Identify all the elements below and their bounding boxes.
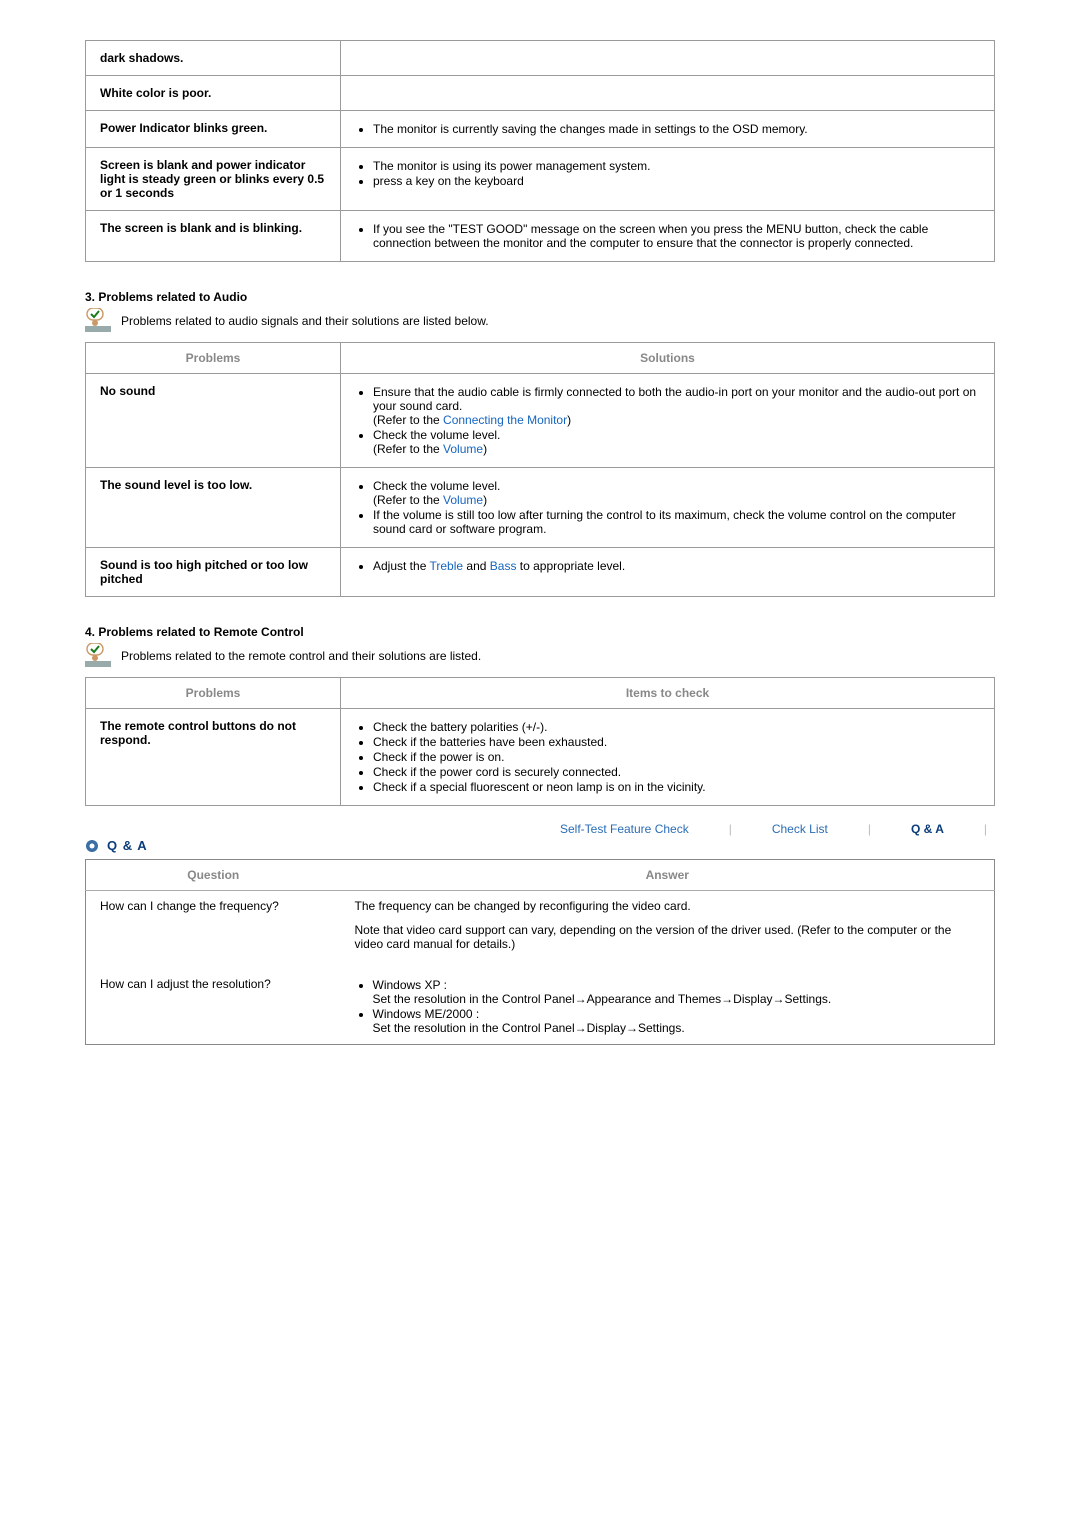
- remote-section-title: 4. Problems related to Remote Control: [85, 625, 995, 639]
- solution-cell: If you see the "TEST GOOD" message on th…: [341, 211, 995, 262]
- solution-cell: [341, 41, 995, 76]
- check-item: Check if the power cord is securely conn…: [373, 765, 980, 779]
- solution-item: Ensure that the audio cable is firmly co…: [373, 385, 980, 427]
- nav-separator: |: [729, 822, 732, 836]
- audio-section-subtext: Problems related to audio signals and th…: [121, 314, 489, 328]
- solution-item: Check the volume level. (Refer to the Vo…: [373, 479, 980, 507]
- table-header-problems: Problems: [86, 343, 341, 374]
- check-item: Check the battery polarities (+/-).: [373, 720, 980, 734]
- qa-bullet-icon: [85, 839, 99, 853]
- problem-cell: No sound: [86, 374, 341, 468]
- problem-cell: Power Indicator blinks green.: [86, 111, 341, 148]
- nav-check-list[interactable]: Check List: [772, 822, 828, 836]
- qa-header-question: Question: [86, 860, 341, 891]
- qa-answer-text: The frequency can be changed by reconfig…: [355, 899, 981, 913]
- solution-item: The monitor is using its power managemen…: [373, 159, 980, 173]
- qa-title: Q & A: [107, 838, 148, 853]
- checklist-icon: [85, 643, 111, 669]
- check-item: Check if a special fluorescent or neon l…: [373, 780, 980, 794]
- nav-separator: |: [984, 822, 987, 836]
- qa-header-answer: Answer: [341, 860, 995, 891]
- solution-item: If the volume is still too low after tur…: [373, 508, 980, 536]
- screen-problems-table: dark shadows. White color is poor. Power…: [85, 40, 995, 262]
- solution-cell: [341, 76, 995, 111]
- problem-cell: The screen is blank and is blinking.: [86, 211, 341, 262]
- treble-link[interactable]: Treble: [429, 559, 463, 573]
- qa-question: How can I adjust the resolution?: [86, 969, 341, 1045]
- connecting-monitor-link[interactable]: Connecting the Monitor: [443, 413, 567, 427]
- table-header-solutions: Solutions: [341, 343, 995, 374]
- audio-section-title: 3. Problems related to Audio: [85, 290, 995, 304]
- solution-cell: The monitor is currently saving the chan…: [341, 111, 995, 148]
- qa-answer-item: Windows XP : Set the resolution in the C…: [373, 978, 981, 1006]
- qa-table: Question Answer How can I change the fre…: [85, 859, 995, 1045]
- solution-cell: Ensure that the audio cable is firmly co…: [341, 374, 995, 468]
- problem-cell: Screen is blank and power indicator ligh…: [86, 148, 341, 211]
- qa-question: How can I change the frequency?: [86, 891, 341, 970]
- solution-item: The monitor is currently saving the chan…: [373, 122, 980, 136]
- remote-problems-table: Problems Items to check The remote contr…: [85, 677, 995, 806]
- qa-answer-text: Note that video card support can vary, d…: [355, 923, 981, 951]
- nav-self-test[interactable]: Self-Test Feature Check: [560, 822, 689, 836]
- check-item: Check if the power is on.: [373, 750, 980, 764]
- solution-item: If you see the "TEST GOOD" message on th…: [373, 222, 980, 250]
- qa-answer: The frequency can be changed by reconfig…: [341, 891, 995, 970]
- volume-link[interactable]: Volume: [443, 442, 483, 456]
- qa-answer: Windows XP : Set the resolution in the C…: [341, 969, 995, 1045]
- qa-answer-item: Windows ME/2000 : Set the resolution in …: [373, 1007, 981, 1035]
- table-header-problems: Problems: [86, 678, 341, 709]
- nav-separator: |: [868, 822, 871, 836]
- audio-problems-table: Problems Solutions No sound Ensure that …: [85, 342, 995, 597]
- solution-item: Check the volume level. (Refer to the Vo…: [373, 428, 980, 456]
- problem-cell: Sound is too high pitched or too low pit…: [86, 548, 341, 597]
- check-item: Check if the batteries have been exhaust…: [373, 735, 980, 749]
- solution-cell: Adjust the Treble and Bass to appropriat…: [341, 548, 995, 597]
- problem-cell: White color is poor.: [86, 76, 341, 111]
- checklist-icon: [85, 308, 111, 334]
- problem-cell: dark shadows.: [86, 41, 341, 76]
- solution-cell: Check the volume level. (Refer to the Vo…: [341, 468, 995, 548]
- nav-qa[interactable]: Q & A: [911, 822, 944, 836]
- solution-cell: The monitor is using its power managemen…: [341, 148, 995, 211]
- bass-link[interactable]: Bass: [490, 559, 517, 573]
- table-header-items: Items to check: [341, 678, 995, 709]
- solution-cell: Check the battery polarities (+/-). Chec…: [341, 709, 995, 806]
- problem-cell: The sound level is too low.: [86, 468, 341, 548]
- solution-item: Adjust the Treble and Bass to appropriat…: [373, 559, 980, 573]
- volume-link[interactable]: Volume: [443, 493, 483, 507]
- section-nav: Self-Test Feature Check | Check List | Q…: [85, 822, 995, 836]
- problem-cell: The remote control buttons do not respon…: [86, 709, 341, 806]
- solution-item: press a key on the keyboard: [373, 174, 980, 188]
- remote-section-subtext: Problems related to the remote control a…: [121, 649, 481, 663]
